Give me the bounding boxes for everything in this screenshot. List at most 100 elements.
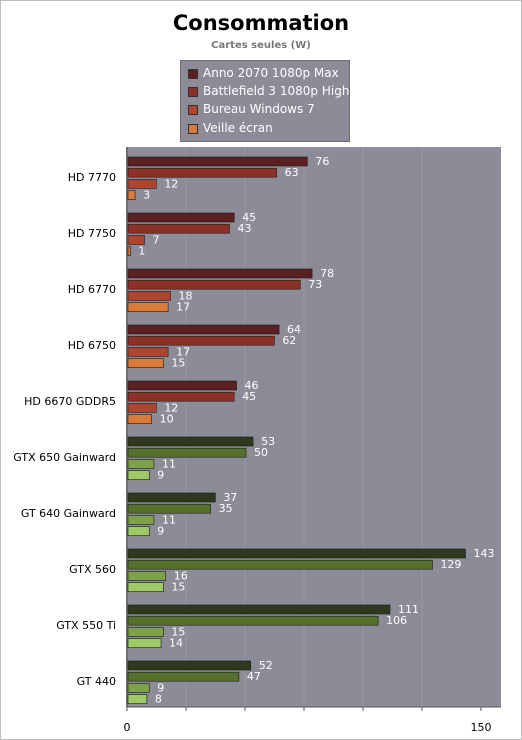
- data-label: 45: [242, 390, 256, 403]
- data-label: 50: [254, 446, 268, 459]
- data-label: 73: [308, 278, 322, 291]
- data-label: 17: [176, 301, 190, 314]
- data-label: 53: [261, 435, 275, 448]
- legend-swatch: [188, 105, 198, 115]
- bar: [127, 190, 136, 200]
- bar: [127, 470, 150, 480]
- data-label: 37: [223, 491, 237, 504]
- bar: [127, 492, 216, 503]
- bar: [127, 526, 150, 536]
- bar: [127, 559, 433, 570]
- bar: [127, 358, 164, 368]
- bar: [127, 683, 150, 693]
- data-label: 18: [178, 289, 192, 302]
- category-label: GTX 550 Ti: [56, 619, 116, 632]
- bar: [127, 436, 254, 447]
- bar: [127, 459, 155, 469]
- data-label: 12: [164, 177, 178, 190]
- x-tick-label: 150: [471, 721, 492, 734]
- bar: [127, 347, 169, 357]
- legend-swatch: [188, 87, 198, 97]
- legend: Anno 2070 1080p Max Battlefield 3 1080p …: [180, 60, 350, 142]
- category-label: HD 6770: [68, 283, 116, 296]
- data-label: 1: [138, 245, 145, 258]
- data-label: 78: [320, 267, 334, 280]
- bar: [127, 268, 313, 279]
- data-label: 46: [245, 379, 259, 392]
- data-label: 35: [219, 502, 233, 515]
- bar: [127, 179, 157, 189]
- legend-label: Veille écran: [203, 121, 273, 135]
- bar: [127, 324, 280, 335]
- legend-label: Battlefield 3 1080p High: [203, 84, 350, 98]
- legend-swatch: [188, 124, 198, 134]
- bar: [127, 548, 466, 559]
- bar: [127, 291, 171, 301]
- bar: [127, 627, 164, 637]
- bar: [127, 235, 145, 245]
- bar: [127, 515, 155, 525]
- data-label: 52: [259, 659, 273, 672]
- x-tick-label: 0: [124, 721, 131, 734]
- data-label: 12: [164, 401, 178, 414]
- data-label: 129: [440, 558, 461, 571]
- bar: [127, 335, 275, 346]
- data-label: 63: [285, 166, 299, 179]
- bar: [127, 604, 391, 615]
- category-label: GT 440: [77, 675, 116, 688]
- data-label: 14: [169, 637, 183, 650]
- bar: [127, 660, 252, 671]
- category-label: GT 640 Gainward: [21, 507, 116, 520]
- data-label: 9: [157, 469, 164, 482]
- data-label: 62: [282, 334, 296, 347]
- legend-label: Bureau Windows 7: [203, 102, 315, 116]
- data-label: 15: [171, 581, 185, 594]
- bar: [127, 380, 237, 391]
- data-label: 9: [157, 681, 164, 694]
- bar: [127, 571, 167, 581]
- bar: [127, 223, 230, 234]
- bar: [127, 582, 164, 592]
- bar: [127, 503, 211, 514]
- bar: [127, 167, 277, 178]
- data-label: 3: [143, 189, 150, 202]
- bar: [127, 391, 235, 402]
- bar: [127, 212, 235, 223]
- data-label: 64: [287, 323, 301, 336]
- data-label: 111: [398, 603, 419, 616]
- data-label: 47: [247, 670, 261, 683]
- data-label: 43: [237, 222, 251, 235]
- data-label: 16: [174, 569, 188, 582]
- bar: [127, 279, 301, 290]
- bar: [127, 156, 308, 167]
- data-label: 11: [162, 513, 176, 526]
- data-label: 106: [386, 614, 407, 627]
- category-label: HD 6750: [68, 339, 116, 352]
- bar: [127, 414, 152, 424]
- category-label: HD 7770: [68, 171, 116, 184]
- bar: [127, 638, 162, 648]
- data-label: 8: [155, 693, 162, 706]
- bar: [127, 246, 131, 256]
- bar: [127, 615, 379, 626]
- bar: [127, 447, 247, 458]
- category-label: HD 7750: [68, 227, 116, 240]
- data-label: 11: [162, 457, 176, 470]
- bar: [127, 671, 240, 682]
- data-label: 45: [242, 211, 256, 224]
- data-label: 15: [171, 357, 185, 370]
- chart-subtitle: Cartes seules (W): [211, 40, 311, 51]
- data-label: 9: [157, 525, 164, 538]
- bar: [127, 694, 148, 704]
- bar: [127, 403, 157, 413]
- legend-label: Anno 2070 1080p Max: [203, 66, 339, 80]
- data-label: 76: [315, 155, 329, 168]
- chart-title: Consommation: [172, 11, 350, 35]
- category-label: GTX 560: [69, 563, 116, 576]
- bar: [127, 302, 169, 312]
- data-label: 7: [153, 233, 160, 246]
- legend-swatch: [188, 69, 198, 79]
- data-label: 15: [171, 625, 185, 638]
- data-label: 10: [160, 413, 174, 426]
- category-label: GTX 650 Gainward: [13, 451, 116, 464]
